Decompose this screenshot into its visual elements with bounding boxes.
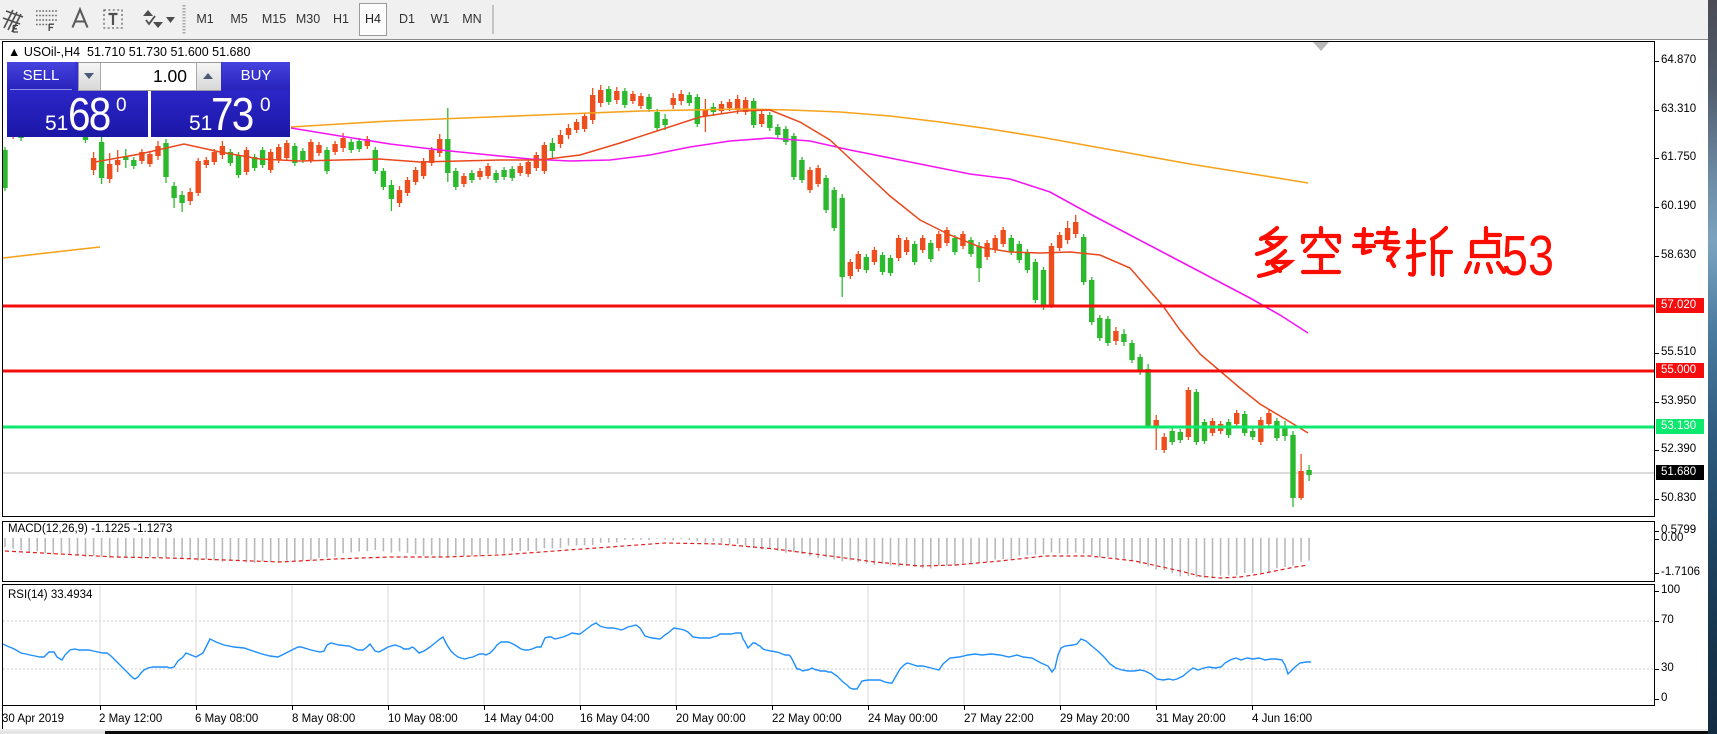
svg-text:53: 53 — [1502, 225, 1554, 288]
